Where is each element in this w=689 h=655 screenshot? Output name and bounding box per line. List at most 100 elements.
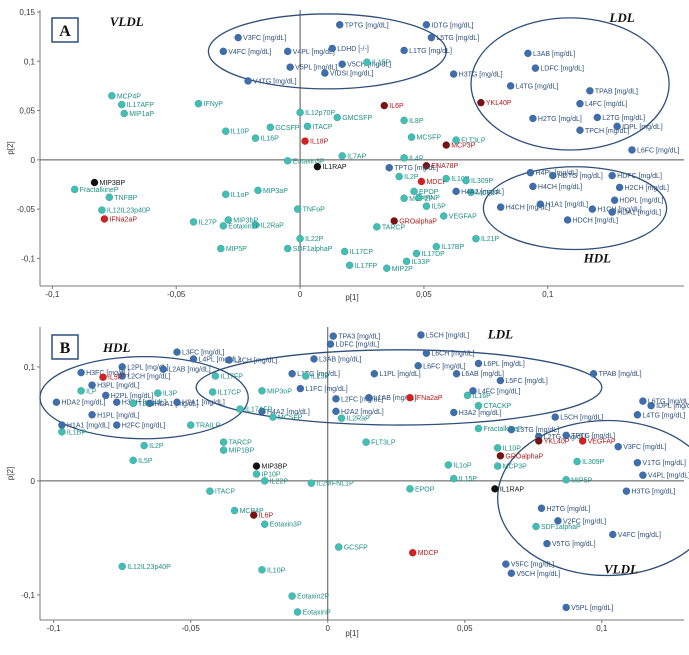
data-point-label: MIP3bP bbox=[233, 217, 258, 224]
panel-label: B bbox=[60, 340, 71, 357]
data-point bbox=[417, 177, 426, 186]
data-point bbox=[120, 109, 129, 118]
data-point bbox=[529, 182, 537, 191]
data-point bbox=[608, 171, 617, 180]
data-point bbox=[288, 369, 296, 378]
data-point bbox=[407, 133, 416, 142]
data-point bbox=[99, 373, 107, 382]
data-point bbox=[562, 475, 571, 484]
data-point-label: V5CH [mg/dL] bbox=[516, 571, 560, 578]
data-point-label: IL17CP bbox=[350, 249, 374, 256]
data-point-label: L3TG [mg/dL] bbox=[516, 427, 559, 434]
data-point-label: L1PL [mg/dL] bbox=[379, 371, 420, 378]
data-point-label: HDPL [mg/dL] bbox=[620, 198, 664, 205]
data-point bbox=[647, 401, 655, 410]
data-point bbox=[335, 20, 344, 29]
data-point bbox=[493, 462, 502, 470]
data-point-label: ITACP bbox=[313, 124, 333, 131]
data-point-label: H1PL [mg/dL] bbox=[97, 412, 140, 419]
data-point bbox=[400, 154, 408, 162]
data-point bbox=[477, 98, 485, 107]
data-point-label: IL17CP bbox=[218, 389, 242, 396]
data-point-label: V1TG [mg/dL] bbox=[642, 460, 686, 467]
data-point bbox=[254, 186, 262, 195]
data-point-label: IL1RAP bbox=[500, 486, 524, 493]
data-point bbox=[467, 188, 475, 197]
data-point-label: MCP1P bbox=[476, 190, 500, 197]
data-point-label: VEGFAP bbox=[449, 214, 477, 221]
data-point-label: IL27P bbox=[199, 219, 218, 226]
data-point bbox=[77, 386, 85, 395]
data-point bbox=[129, 399, 138, 408]
data-point-label: IL16P bbox=[260, 136, 279, 143]
data-point-label: IL12IL23p40P bbox=[107, 208, 151, 215]
data-point bbox=[112, 398, 121, 407]
data-point bbox=[474, 359, 483, 368]
data-point bbox=[422, 161, 431, 170]
data-point bbox=[365, 393, 373, 402]
data-point bbox=[382, 264, 391, 273]
data-point-label: TPTG [mg/dL] bbox=[394, 165, 438, 172]
data-point-label: ENA78P bbox=[431, 163, 458, 170]
panel-b: -0,1 -0,05 0 0,05 0,1 -0,1 0 0,1 p[1] p[2] B HDL LDL… bbox=[6, 326, 689, 638]
data-point bbox=[88, 381, 96, 389]
x-axis-title: p[1] bbox=[345, 629, 358, 638]
data-point bbox=[578, 437, 587, 445]
data-point bbox=[589, 369, 598, 378]
data-point bbox=[543, 539, 551, 548]
data-point-label: H3FC [mg/dL] bbox=[86, 370, 130, 377]
data-point bbox=[586, 86, 594, 95]
data-point-label: IL12IL23p40P bbox=[127, 564, 171, 571]
data-point bbox=[551, 413, 560, 421]
data-point-label: L4PL [mg/dL] bbox=[198, 356, 239, 363]
data-point-label: TPAB [mg/dL] bbox=[599, 371, 642, 378]
y-axis-title: p[2] bbox=[6, 467, 15, 480]
data-point bbox=[260, 477, 269, 485]
data-point bbox=[442, 174, 451, 183]
data-point-label: IL18P bbox=[310, 139, 329, 146]
y-tick-label: 0 bbox=[31, 477, 36, 486]
data-point-label: V5TG [mg/dL] bbox=[552, 541, 596, 548]
data-point bbox=[118, 562, 127, 571]
data-point-label: L6TG [mg/dL] bbox=[648, 399, 689, 406]
data-point-label: IL15P bbox=[372, 60, 391, 67]
y-tick-label: 0,05 bbox=[19, 107, 35, 116]
data-point bbox=[491, 485, 499, 493]
group-ellipse-ldl bbox=[195, 349, 603, 426]
data-point-label: IP10P bbox=[261, 472, 280, 479]
data-point bbox=[307, 479, 316, 488]
data-point-label: CTACKP bbox=[483, 403, 511, 410]
y-tick-label: 0,15 bbox=[19, 8, 35, 17]
data-point-label: MDCP bbox=[426, 179, 447, 186]
data-point bbox=[444, 461, 453, 469]
data-point-label: V4TG [mg/dL] bbox=[253, 78, 297, 85]
data-point-label: L2PL [mg/dL] bbox=[127, 364, 168, 371]
data-point-label: H4PL [mg/dL] bbox=[535, 170, 578, 177]
data-point-label: HDTG [mg/dL] bbox=[558, 173, 603, 180]
data-point bbox=[70, 185, 79, 194]
data-point bbox=[588, 205, 597, 213]
panel-label: A bbox=[59, 23, 71, 40]
data-point bbox=[258, 386, 266, 395]
data-point-label: IL15P bbox=[459, 476, 478, 483]
data-point-label: H3TG [mg/dL] bbox=[459, 72, 503, 79]
data-point-label: L4TG [mg/dL] bbox=[642, 412, 685, 419]
data-point-label: MIP3BP bbox=[261, 464, 287, 471]
data-point-label: IL22P bbox=[270, 478, 289, 485]
data-point bbox=[400, 46, 408, 55]
data-point-label: IL10P bbox=[451, 176, 470, 183]
data-point-label: YKL40P bbox=[486, 100, 512, 107]
data-point-label: IL1oP bbox=[231, 192, 250, 199]
data-point bbox=[329, 332, 338, 340]
data-point-label: V5PL [mg/dL] bbox=[571, 605, 613, 612]
data-point-label: VEGFAP bbox=[588, 439, 616, 446]
x-axis-title: p[1] bbox=[345, 293, 358, 302]
data-point bbox=[52, 398, 61, 407]
data-point-label: H1CH [mg/dL] bbox=[597, 207, 641, 214]
data-point bbox=[406, 393, 414, 402]
group-ellipse-vldl bbox=[497, 419, 689, 577]
data-point-label: L2AB [mg/dL] bbox=[168, 367, 210, 374]
data-point-label: L4FC [mg/dL] bbox=[585, 101, 627, 108]
data-point bbox=[526, 168, 535, 177]
